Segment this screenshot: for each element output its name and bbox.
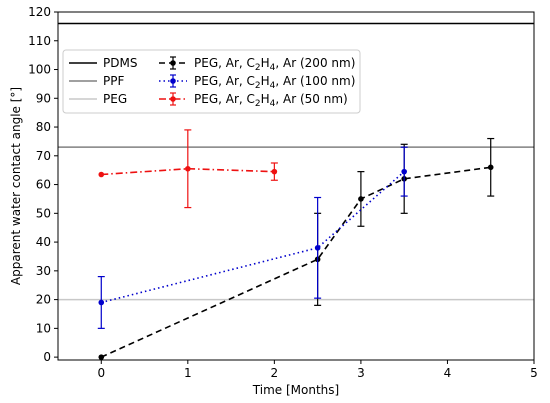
y-tick-label: 60	[36, 178, 51, 192]
series-1	[98, 137, 495, 360]
legend-label: PPF	[103, 74, 124, 88]
y-tick-label: 0	[43, 350, 51, 364]
y-tick-label: 80	[36, 120, 51, 134]
y-tick-label: 110	[28, 34, 51, 48]
legend-label-part: , Ar (100 nm)	[275, 74, 355, 88]
legend-marker	[170, 60, 176, 66]
legend-label-part: 4	[270, 63, 276, 73]
y-tick-label: 50	[36, 206, 51, 220]
x-tick-label: 3	[357, 366, 365, 380]
data-point	[98, 299, 105, 306]
x-tick-label: 2	[271, 366, 279, 380]
legend-label: PEG, Ar, C2H4, Ar (100 nm)	[194, 74, 355, 91]
y-tick-label: 120	[28, 5, 51, 19]
y-tick-label: 10	[36, 321, 51, 335]
y-axis-label: Apparent water contact angle [°]	[9, 87, 23, 285]
data-point	[98, 171, 105, 178]
y-tick-label: 100	[28, 63, 51, 77]
series-3	[98, 129, 278, 209]
data-point	[98, 354, 105, 360]
y-tick-label: 70	[36, 149, 51, 163]
legend-label-part: PEG, Ar, C	[194, 56, 255, 70]
legend-label-part: , Ar (200 nm)	[275, 56, 355, 70]
legend-label: PEG, Ar, C2H4, Ar (50 nm)	[194, 92, 348, 109]
data-point	[358, 196, 364, 202]
legend-label: PEG, Ar, C2H4, Ar (200 nm)	[194, 56, 355, 73]
legend-label-part: H	[261, 92, 270, 106]
legend-label-part: H	[261, 56, 270, 70]
legend-marker	[170, 96, 176, 102]
x-tick-label: 4	[444, 366, 452, 380]
y-tick-label: 20	[36, 293, 51, 307]
data-point	[185, 165, 191, 172]
data-point	[314, 245, 321, 251]
plot-frame	[57, 11, 535, 361]
legend-label-part: 2	[255, 63, 261, 73]
legend-marker	[170, 78, 176, 84]
x-tick-label: 0	[97, 366, 105, 380]
y-axis-ticks: 0 10 20 30 40 50 60 70 80 90 100 110 120	[28, 5, 58, 364]
x-tick-label: 5	[530, 366, 538, 380]
legend-label-part: , Ar (50 nm)	[275, 92, 347, 106]
legend-label-part: 2	[255, 81, 261, 91]
data-point	[487, 164, 494, 171]
legend-label-part: PEG, Ar, C	[194, 92, 255, 106]
legend-label-part: 4	[270, 99, 276, 109]
reference-lines	[58, 22, 534, 301]
legend-label-part: 4	[270, 81, 276, 91]
legend-label-part: PEG, Ar, C	[194, 74, 255, 88]
y-tick-label: 30	[36, 264, 51, 278]
legend-box	[62, 49, 361, 114]
series-line	[101, 171, 405, 304]
data-point	[271, 168, 278, 175]
data-point	[401, 168, 407, 175]
x-axis-ticks: 0 1 2 3 4 5	[97, 360, 538, 380]
legend-label-part: H	[261, 74, 270, 88]
y-tick-label: 90	[36, 91, 51, 105]
series-2	[97, 146, 408, 329]
legend-label: PEG	[103, 92, 127, 106]
x-axis-label: Time [Months]	[252, 383, 339, 397]
legend-label-part: 2	[255, 99, 261, 109]
y-tick-label: 40	[36, 235, 51, 249]
x-tick-label: 1	[184, 366, 192, 380]
series-line	[100, 166, 491, 358]
legend-label: PDMS	[103, 56, 137, 70]
data-series	[97, 129, 495, 360]
